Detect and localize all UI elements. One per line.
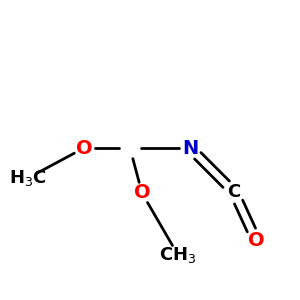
- Text: C: C: [227, 183, 241, 201]
- Text: O: O: [134, 184, 150, 202]
- Text: CH$_3$: CH$_3$: [159, 245, 197, 265]
- Text: O: O: [248, 230, 264, 250]
- Text: O: O: [76, 139, 92, 158]
- Text: H$_3$C: H$_3$C: [9, 168, 47, 188]
- Text: N: N: [182, 139, 198, 158]
